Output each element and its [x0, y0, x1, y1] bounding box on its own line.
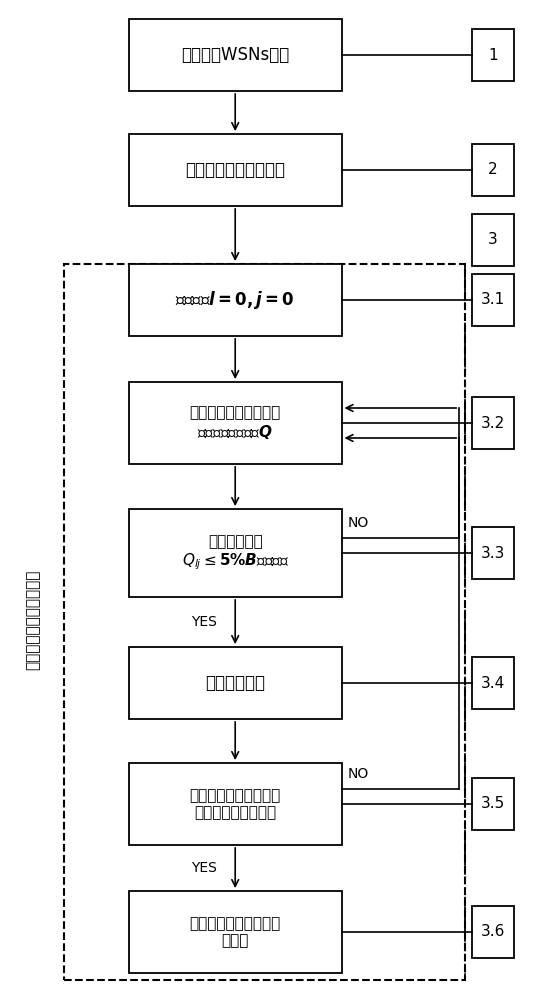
Text: 判断充电小车是否需要
返回停车场补充能量: 判断充电小车是否需要 返回停车场补充能量: [190, 788, 281, 820]
Text: 执行充电任务: 执行充电任务: [205, 674, 265, 692]
Bar: [472, 274, 514, 326]
Text: YES: YES: [192, 615, 217, 629]
Bar: [129, 19, 342, 91]
Bar: [129, 647, 342, 719]
Text: YES: YES: [192, 861, 217, 875]
Bar: [472, 214, 514, 266]
Bar: [129, 382, 342, 464]
Bar: [64, 264, 465, 980]
Bar: [472, 144, 514, 196]
Bar: [472, 657, 514, 709]
Text: 初始化：$\boldsymbol{l}\mathbf{=0,}\boldsymbol{j}\mathbf{=0}$: 初始化：$\boldsymbol{l}\mathbf{=0,}\boldsymb…: [175, 289, 295, 311]
Bar: [129, 264, 342, 336]
Bar: [472, 29, 514, 81]
Text: 3.6: 3.6: [480, 924, 505, 940]
Text: 2: 2: [488, 162, 498, 178]
Text: 3.5: 3.5: [480, 796, 505, 812]
Bar: [129, 891, 342, 973]
Text: 接收报警信号，生成并
更新能量判别向量$\boldsymbol{Q}$: 接收报警信号，生成并 更新能量判别向量$\boldsymbol{Q}$: [190, 405, 281, 441]
Text: 3.4: 3.4: [480, 676, 505, 690]
Text: 3.2: 3.2: [480, 416, 505, 430]
Text: 3: 3: [488, 232, 498, 247]
Bar: [129, 763, 342, 845]
Text: NO: NO: [348, 767, 369, 781]
Text: 各充电小车执行充电任务: 各充电小车执行充电任务: [25, 570, 40, 670]
Text: 判断向量元素
$Q_{lj}\leq\mathbf{5\%}\boldsymbol{B}$是否成立: 判断向量元素 $Q_{lj}\leq\mathbf{5\%}\boldsymbo…: [181, 534, 289, 572]
Text: NO: NO: [348, 516, 369, 530]
Bar: [472, 906, 514, 958]
Bar: [472, 527, 514, 579]
Bar: [129, 509, 342, 597]
Text: 3.3: 3.3: [480, 546, 505, 560]
Text: 建立一个WSNs模型: 建立一个WSNs模型: [181, 46, 290, 64]
Bar: [129, 134, 342, 206]
Text: 划分充电小车领域范围: 划分充电小车领域范围: [185, 161, 285, 179]
Text: 充电小车返回停车场补
充能量: 充电小车返回停车场补 充能量: [190, 916, 281, 948]
Text: 1: 1: [488, 47, 498, 62]
Text: 3.1: 3.1: [480, 292, 505, 308]
Bar: [472, 397, 514, 449]
Bar: [472, 778, 514, 830]
